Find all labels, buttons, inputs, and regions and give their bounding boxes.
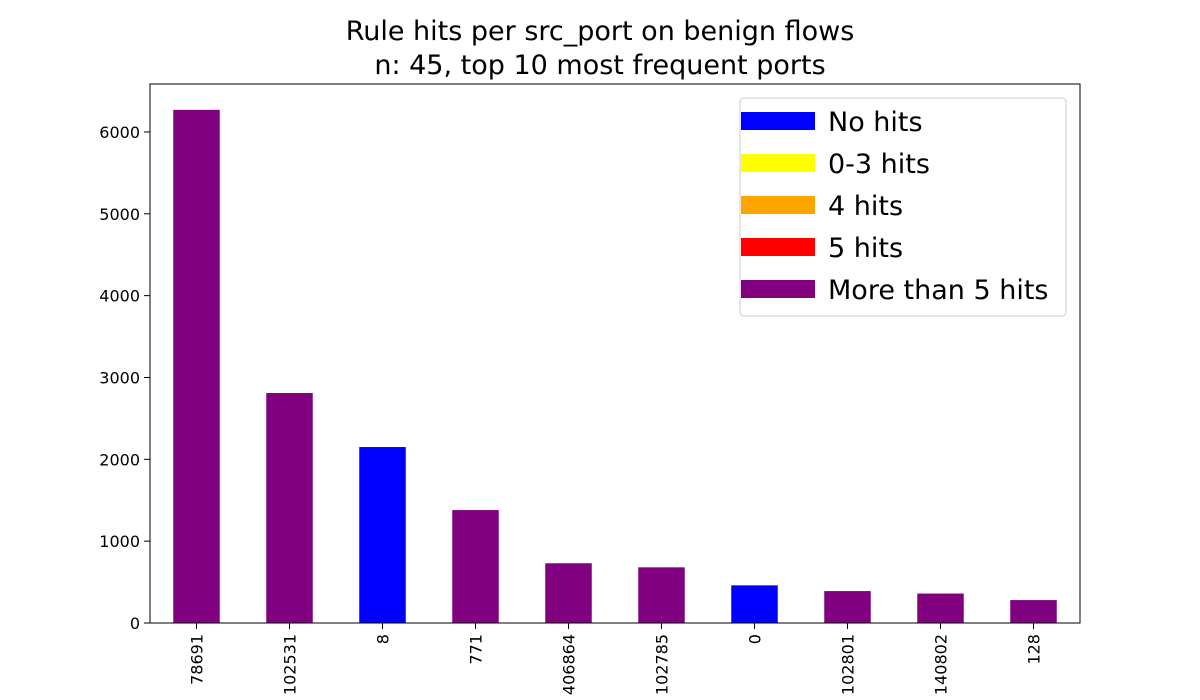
chart-subtitle: n: 45, top 10 most frequent ports	[374, 50, 826, 81]
y-tick-label: 1000	[99, 532, 140, 551]
x-tick-label: 128	[1025, 634, 1044, 665]
legend-swatch	[741, 238, 815, 256]
y-tick-label: 6000	[99, 123, 140, 142]
x-tick-label: 102531	[281, 634, 300, 695]
bar-128	[1010, 600, 1057, 623]
bar-group	[173, 109, 1057, 624]
bar-771	[452, 510, 499, 623]
x-axis: 78691 102531 8 771 406864 102785 0 102801 140802…	[188, 623, 1044, 695]
x-tick-label: 102785	[653, 634, 672, 695]
x-tick-label: 771	[467, 634, 486, 665]
y-tick-label: 5000	[99, 205, 140, 224]
y-tick-label: 4000	[99, 287, 140, 306]
legend-label: No hits	[828, 107, 923, 138]
y-tick-label: 0	[130, 614, 140, 633]
legend-swatch	[741, 154, 815, 172]
y-tick-label: 2000	[99, 450, 140, 469]
legend-swatch	[741, 280, 815, 298]
legend-label: 0-3 hits	[828, 149, 930, 180]
bar-102531	[266, 393, 313, 623]
bar-8	[359, 447, 406, 623]
legend-label: 4 hits	[828, 191, 903, 222]
x-tick-label: 0	[746, 634, 765, 644]
legend: No hits 0-3 hits 4 hits 5 hits More than 5 h…	[739, 97, 1067, 317]
x-tick-label: 140802	[932, 634, 951, 695]
legend-label: 5 hits	[828, 233, 903, 264]
legend-swatch	[741, 196, 815, 214]
bar-406864	[545, 563, 592, 623]
legend-swatch	[741, 112, 815, 130]
y-axis: 0 1000 2000 3000 4000 5000 6000	[99, 123, 150, 633]
bar-140802	[917, 593, 964, 623]
x-tick-label: 102801	[839, 634, 858, 695]
plot-frame	[149, 83, 1081, 624]
bar-0	[731, 585, 778, 623]
x-tick-label: 8	[374, 634, 393, 644]
bar-78691	[173, 109, 220, 624]
y-tick-label: 3000	[99, 368, 140, 387]
chart-title: Rule hits per src_port on benign flows	[345, 16, 855, 47]
legend-label: More than 5 hits	[828, 275, 1048, 306]
legend-box	[739, 97, 1067, 317]
bar-102801	[824, 591, 871, 623]
x-tick-label: 406864	[560, 634, 579, 695]
bar-102785	[638, 567, 685, 623]
x-tick-label: 78691	[188, 634, 207, 685]
